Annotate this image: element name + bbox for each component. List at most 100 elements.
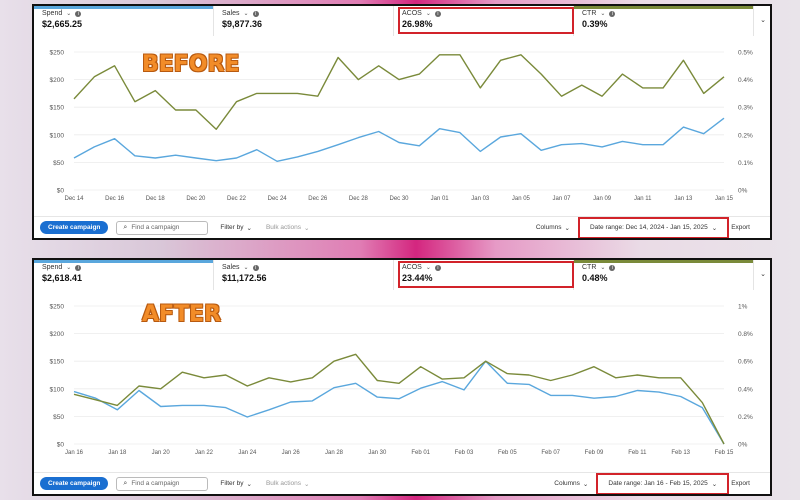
metric-value: $2,665.25 (42, 19, 83, 29)
y-left-tick-label: $200 (50, 77, 65, 84)
info-icon[interactable]: i (75, 264, 82, 271)
date-range-picker[interactable]: Date range: Jan 16 - Feb 15, 2025 ⌄ (596, 472, 730, 494)
chevron-down-icon: ⌄ (304, 224, 310, 232)
metric-value: 23.44% (402, 273, 433, 283)
y-right-tick-label: 0% (738, 188, 748, 195)
metric-value: $2,618.41 (42, 273, 83, 283)
x-tick-label: Jan 22 (195, 450, 214, 456)
metric-ctr[interactable]: CTR ⌄ i 0.39% (574, 6, 754, 36)
x-tick-label: Jan 20 (152, 450, 171, 456)
x-tick-label: Dec 14 (64, 196, 84, 202)
chevron-down-icon[interactable]: ⌄ (760, 271, 766, 278)
highlight-box (596, 472, 730, 494)
bulk-actions-dropdown[interactable]: Bulk actions ⌄ (266, 480, 310, 488)
chevron-down-icon[interactable]: ⌄ (600, 11, 606, 17)
y-left-tick-label: $150 (50, 105, 65, 112)
metric-label: ACOS (402, 10, 422, 17)
x-tick-label: Feb 01 (411, 450, 430, 456)
x-tick-label: Feb 03 (455, 450, 474, 456)
x-tick-label: Jan 30 (368, 450, 387, 456)
after-label: AFTER (142, 302, 222, 327)
date-range-picker[interactable]: Date range: Dec 14, 2024 - Jan 15, 2025 ⌄ (577, 216, 730, 238)
x-tick-label: Jan 13 (674, 196, 693, 202)
metric-spend-bar (34, 260, 213, 263)
x-tick-label: Jan 09 (593, 196, 612, 202)
y-left-tick-label: $50 (53, 414, 64, 421)
export-button[interactable]: Export (731, 480, 750, 487)
chevron-down-icon: ⌄ (304, 480, 310, 488)
metric-spend[interactable]: Spend ⌄ i $2,618.41 (34, 260, 214, 290)
info-icon[interactable]: i (609, 10, 616, 17)
x-tick-label: Feb 09 (585, 450, 604, 456)
chevron-down-icon: ⌄ (582, 480, 589, 488)
search-icon: ⌕ (123, 479, 128, 487)
metric-spend[interactable]: Spend ⌄ i $2,665.25 (34, 6, 214, 36)
search-input[interactable]: Find a campaign (131, 224, 180, 231)
chevron-down-icon: ⌄ (711, 480, 718, 488)
search-input[interactable]: Find a campaign (131, 480, 180, 487)
info-icon[interactable]: i (75, 10, 82, 17)
chevron-down-icon[interactable]: ⌄ (243, 265, 249, 271)
metric-value: $11,172.56 (222, 273, 267, 283)
x-tick-label: Jan 28 (325, 450, 344, 456)
chevron-down-icon: ⌄ (246, 224, 252, 232)
y-left-tick-label: $50 (53, 160, 64, 167)
columns-dropdown[interactable]: Columns ⌄ (536, 224, 570, 232)
metric-acos[interactable]: ACOS ⌄ i 26.98% (394, 6, 574, 36)
chevron-down-icon[interactable]: ⌄ (425, 265, 431, 271)
x-tick-label: Jan 03 (471, 196, 490, 202)
x-tick-label: Jan 11 (634, 196, 652, 202)
x-tick-label: Feb 05 (498, 450, 517, 456)
metric-cards: Spend ⌄ i $2,665.25 Sales ⌄ i $9,877.36 ACOS… (34, 6, 754, 36)
chevron-down-icon: ⌄ (246, 480, 252, 488)
info-icon[interactable]: i (252, 264, 259, 271)
chevron-down-icon[interactable]: ⌄ (243, 11, 249, 17)
metric-sales[interactable]: Sales ⌄ i $11,172.56 (214, 260, 394, 290)
metric-sales[interactable]: Sales ⌄ i $9,877.36 (214, 6, 394, 36)
columns-label: Columns (554, 480, 580, 487)
info-icon[interactable]: i (434, 264, 441, 271)
info-icon[interactable]: i (434, 10, 441, 17)
y-right-tick-label: 0.2% (738, 414, 753, 421)
chevron-down-icon[interactable]: ⌄ (760, 17, 766, 24)
before-panel: Spend ⌄ i $2,665.25 Sales ⌄ i $9,877.36 ACOS… (32, 4, 772, 240)
x-tick-label: Dec 22 (227, 196, 247, 202)
campaign-search[interactable]: ⌕ Find a campaign (116, 476, 209, 491)
create-campaign-button[interactable]: Create campaign (40, 221, 109, 234)
y-left-tick-label: $0 (57, 442, 65, 449)
info-icon[interactable]: i (609, 264, 616, 271)
after-panel: Spend ⌄ i $2,618.41 Sales ⌄ i $11,172.56 ACO… (32, 258, 772, 496)
info-icon[interactable]: i (252, 10, 259, 17)
export-button[interactable]: Export (731, 224, 750, 231)
chevron-down-icon[interactable]: ⌄ (66, 265, 72, 271)
chevron-down-icon[interactable]: ⌄ (425, 11, 431, 17)
columns-dropdown[interactable]: Columns ⌄ (554, 480, 588, 488)
metric-acos[interactable]: ACOS ⌄ i 23.44% (394, 260, 574, 290)
x-tick-label: Jan 01 (431, 196, 450, 202)
create-campaign-button[interactable]: Create campaign (40, 477, 109, 490)
x-tick-label: Feb 11 (628, 450, 647, 456)
date-range-label: Date range: Dec 14, 2024 - Jan 15, 2025 (589, 224, 708, 231)
bulk-actions-label: Bulk actions (265, 480, 302, 487)
campaign-search[interactable]: ⌕ Find a campaign (116, 220, 209, 235)
highlight-box (398, 261, 574, 288)
chevron-down-icon[interactable]: ⌄ (66, 11, 72, 17)
x-tick-label: Jan 16 (65, 450, 84, 456)
y-left-tick-label: $100 (50, 386, 65, 393)
bulk-actions-dropdown[interactable]: Bulk actions ⌄ (266, 224, 310, 232)
y-right-tick-label: 1% (738, 304, 748, 311)
search-icon: ⌕ (123, 223, 128, 231)
x-tick-label: Dec 16 (105, 196, 125, 202)
x-tick-label: Dec 30 (389, 196, 409, 202)
x-tick-label: Jan 26 (282, 450, 301, 456)
x-tick-label: Dec 20 (186, 196, 206, 202)
y-right-tick-label: 0.4% (738, 386, 753, 393)
y-left-tick-label: $150 (50, 359, 65, 366)
chevron-down-icon[interactable]: ⌄ (600, 265, 606, 271)
filter-by-dropdown[interactable]: Filter by ⌄ (220, 224, 252, 232)
series-line-ctr (73, 353, 725, 445)
filter-by-dropdown[interactable]: Filter by ⌄ (220, 480, 252, 488)
y-right-tick-label: 0% (738, 442, 748, 449)
metric-label: Spend (42, 10, 63, 17)
metric-ctr[interactable]: CTR ⌄ i 0.48% (574, 260, 754, 290)
